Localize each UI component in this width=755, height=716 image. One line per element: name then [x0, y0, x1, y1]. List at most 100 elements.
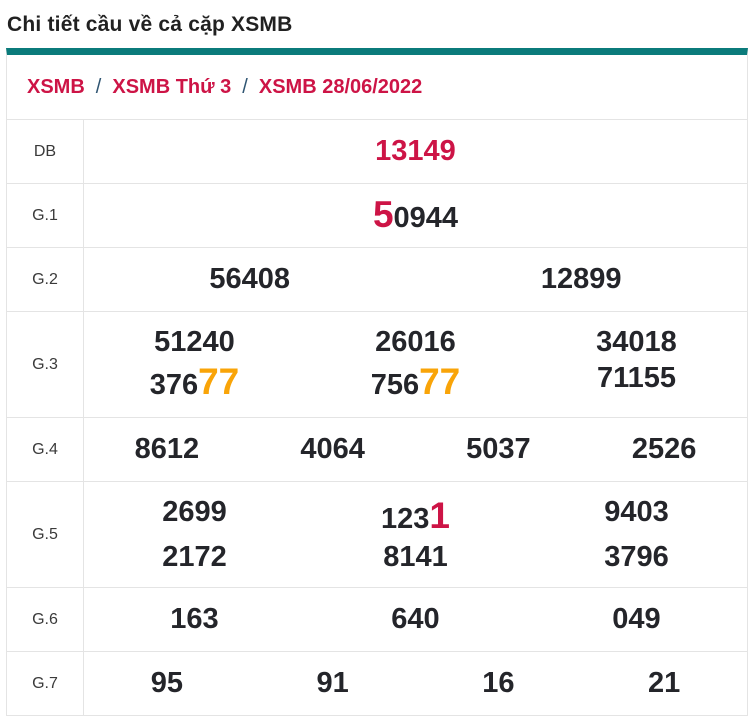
prize-line: 13149	[84, 133, 747, 169]
prize-number: 13149	[84, 136, 747, 166]
prize-number: 163	[84, 604, 305, 634]
digits-text: 26016	[375, 325, 456, 358]
prize-line: 50944	[84, 193, 747, 238]
highlighted-digits-red: 5	[372, 194, 394, 236]
prize-row: G.4 8612 4064 5037 2526	[7, 418, 747, 482]
prize-number: 8612	[84, 434, 250, 464]
prize-values: 8612 4064 5037 2526	[84, 418, 747, 481]
digits-text: 56408	[209, 263, 291, 296]
digits-text: 2172	[162, 540, 227, 573]
digits-text: 9403	[604, 495, 669, 528]
prize-values: 13149	[84, 120, 747, 183]
prize-values: 50944	[84, 184, 747, 247]
breadcrumb-link-xsmb[interactable]: XSMB	[27, 75, 85, 98]
breadcrumb-link-xsmb-date[interactable]: XSMB 28/06/2022	[258, 75, 423, 98]
prize-label: G.7	[7, 652, 84, 715]
prize-label: G.3	[7, 312, 84, 417]
digits-text: 8141	[383, 540, 448, 573]
prize-number: 21	[581, 668, 747, 698]
prize-row: G.1 50944	[7, 184, 747, 248]
digits-text: 16	[482, 667, 515, 700]
prize-line: 51240 26016 34018	[84, 324, 747, 360]
prize-line: 8612 4064 5037 2526	[84, 431, 747, 467]
prize-number: 71155	[526, 363, 747, 402]
prize-label: G.2	[7, 248, 84, 311]
prize-line: 2172 8141 3796	[84, 539, 747, 575]
prize-row: G.5 2699 1231 9403 2172 8141 3796	[7, 482, 747, 588]
digits-text: 5037	[466, 433, 531, 466]
prize-number: 4064	[250, 434, 416, 464]
prize-values: 163 640 049	[84, 588, 747, 651]
digits-text: 123	[381, 502, 430, 535]
prize-values: 56408 12899	[84, 248, 747, 311]
digits-text: 4064	[300, 433, 365, 466]
result-panel: XSMB / XSMB Thứ 3 / XSMB 28/06/2022 DB 13…	[6, 48, 748, 716]
prize-number: 75677	[305, 361, 526, 403]
prize-row: DB 13149	[7, 120, 747, 184]
prize-line: 56408 12899	[84, 261, 747, 297]
digits-text: 0944	[393, 202, 459, 235]
prize-line: 37677 75677 71155	[84, 360, 747, 405]
digits-text: 163	[170, 603, 219, 636]
prize-values: 2699 1231 9403 2172 8141 3796	[84, 482, 747, 587]
page-title: Chi tiết cầu về cả cặp XSMB	[7, 13, 293, 36]
prize-number: 640	[305, 604, 526, 634]
prize-number: 16	[416, 668, 582, 698]
prize-number: 12899	[416, 264, 748, 294]
prize-number: 3796	[526, 540, 747, 573]
highlighted-digits-orange: 77	[419, 361, 461, 403]
prize-number: 9403	[526, 497, 747, 536]
prize-values: 95 91 16 21	[84, 652, 747, 715]
prize-number: 2526	[581, 434, 747, 464]
prize-number: 1231	[305, 494, 526, 536]
prize-values: 51240 26016 34018 37677 75677 71155	[84, 312, 747, 417]
prize-number: 51240	[84, 327, 305, 357]
digits-text: 640	[391, 603, 440, 636]
prize-table: DB 13149 G.1 50944 G.2 56408 12899 G.3 51240 2601…	[7, 120, 747, 716]
prize-number: 8141	[305, 540, 526, 573]
digits-text: 049	[612, 603, 661, 636]
highlighted-digits-red: 1	[429, 494, 450, 536]
prize-row: G.6 163 640 049	[7, 588, 747, 652]
prize-number: 2699	[84, 497, 305, 536]
breadcrumb-link-xsmb-weekday[interactable]: XSMB Thứ 3	[112, 75, 232, 98]
prize-line: 2699 1231 9403	[84, 494, 747, 539]
prize-row: G.2 56408 12899	[7, 248, 747, 312]
prize-number: 91	[250, 668, 416, 698]
prize-row: G.3 51240 26016 34018 37677 75677 71155	[7, 312, 747, 418]
digits-text: 95	[150, 667, 183, 700]
breadcrumb-separator: /	[242, 75, 248, 98]
prize-label: G.1	[7, 184, 84, 247]
digits-text: 756	[370, 369, 420, 402]
digits-text: 91	[316, 667, 349, 700]
prize-number: 37677	[84, 361, 305, 403]
prize-number: 50944	[84, 194, 747, 236]
digits-text: 3796	[604, 540, 669, 573]
prize-number: 34018	[526, 327, 747, 357]
prize-row: G.7 95 91 16 21	[7, 652, 747, 716]
prize-label: G.4	[7, 418, 84, 481]
prize-label: DB	[7, 120, 84, 183]
breadcrumb-separator: /	[95, 75, 102, 98]
prize-number: 26016	[305, 327, 526, 357]
highlighted-digits-red: 13149	[375, 135, 456, 168]
digits-text: 21	[647, 667, 681, 700]
prize-label: G.6	[7, 588, 84, 651]
prize-number: 2172	[84, 540, 305, 573]
prize-line: 95 91 16 21	[84, 665, 747, 701]
prize-number: 049	[526, 604, 747, 634]
prize-line: 163 640 049	[84, 601, 747, 637]
prize-label: G.5	[7, 482, 84, 587]
digits-text: 34018	[596, 325, 677, 358]
prize-number: 56408	[84, 264, 416, 294]
digits-text: 51240	[154, 325, 235, 358]
digits-text: 8612	[134, 433, 200, 466]
highlighted-digits-orange: 77	[198, 361, 240, 403]
digits-text: 12899	[540, 263, 622, 296]
breadcrumb: XSMB / XSMB Thứ 3 / XSMB 28/06/2022	[7, 55, 747, 120]
digits-text: 376	[149, 369, 199, 402]
prize-number: 95	[84, 668, 250, 698]
digits-text: 71155	[596, 362, 677, 395]
prize-number: 5037	[416, 434, 582, 464]
digits-text: 2699	[162, 495, 227, 528]
